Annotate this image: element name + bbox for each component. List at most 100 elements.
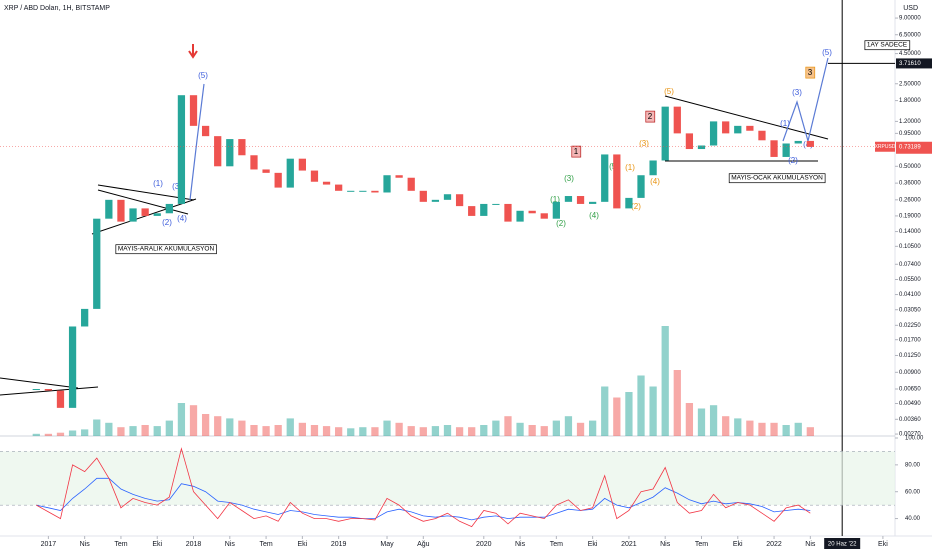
annotation: (4): [177, 214, 187, 223]
projection: [782, 57, 829, 144]
annotation: 2: [648, 112, 653, 121]
candle: [758, 130, 766, 141]
candle: [419, 190, 427, 202]
volume-bar: [673, 370, 681, 436]
trend-line: [91, 198, 197, 235]
candle: [528, 210, 536, 214]
volume-bar: [68, 430, 77, 436]
last-price-label: 0.73189: [899, 144, 921, 150]
candle: [93, 218, 101, 309]
y-tick-label: 0.00360: [899, 417, 921, 423]
candle: [613, 154, 621, 209]
y-tick-label: 0.00900: [899, 370, 921, 376]
volume-bar: [794, 422, 802, 436]
volume-bar: [298, 422, 306, 436]
candle: [637, 175, 645, 198]
y-tick-label: 0.02250: [899, 323, 921, 329]
trend-line: [0, 377, 79, 389]
volume-bar: [480, 425, 488, 436]
candle: [68, 326, 77, 408]
annotation-box: [864, 40, 911, 51]
candle: [407, 177, 415, 191]
volume-bar: [44, 433, 53, 436]
volume-bar: [722, 416, 730, 436]
volume-bar: [395, 422, 403, 436]
x-tick-label: Eki: [152, 541, 162, 548]
candle: [552, 201, 560, 219]
y-unit: USD: [903, 5, 918, 12]
candle: [153, 213, 161, 216]
volume-bar: [468, 427, 476, 436]
y-tick-label: 2.50000: [899, 81, 921, 87]
annotation-box: [728, 173, 826, 184]
candle: [722, 121, 730, 134]
candle: [298, 158, 306, 171]
x-tick-label: Tem: [114, 541, 127, 548]
volume-bar: [407, 426, 415, 436]
annotation-box: [571, 145, 582, 158]
annotation: 1: [574, 147, 579, 156]
trend-line: [0, 386, 99, 396]
annotation: (5): [664, 87, 674, 96]
candle: [492, 203, 500, 205]
rsi-line: [36, 447, 811, 528]
volume-bar: [238, 420, 246, 436]
candle: [770, 140, 778, 157]
y-tick-label: 0.14000: [899, 229, 921, 235]
y-tick-label: 0.01250: [899, 353, 921, 359]
candle: [443, 194, 452, 200]
volume-bar: [625, 392, 633, 436]
y-tick-label: 0.01700: [899, 337, 921, 343]
y-tick-label: 6.50000: [899, 32, 921, 38]
candle: [310, 170, 319, 182]
volume-bar: [165, 420, 173, 436]
annotation: MAYIS-OCAK AKUMULASYON: [731, 175, 823, 182]
trend-line: [97, 189, 189, 215]
candle: [589, 201, 597, 204]
x-tick-label: Tem: [695, 541, 708, 548]
volume-bar: [371, 427, 379, 436]
annotation: (1): [780, 119, 790, 128]
volume-bar: [516, 422, 524, 436]
symbol-label: XRPUSD: [875, 144, 896, 150]
volume-bar: [262, 426, 270, 436]
volume-bar: [589, 420, 597, 436]
volume-bar: [383, 420, 391, 436]
candle: [431, 199, 440, 202]
candle: [709, 121, 718, 146]
volume-bar: [153, 426, 161, 436]
volume-bar: [576, 422, 585, 436]
y-tick-label: 1.80000: [899, 98, 921, 104]
volume-bar: [419, 427, 427, 436]
y-tick-label: 0.95000: [899, 131, 921, 137]
volume-bar: [734, 418, 742, 436]
volume-bar: [637, 375, 645, 436]
volume-bar: [685, 403, 694, 436]
rsi-y-tick-label: 80.00: [905, 462, 921, 468]
x-tick-label: Tem: [259, 541, 272, 548]
volume-bar: [782, 425, 790, 436]
volume-bar: [649, 386, 657, 436]
rsi-y-tick-label: 60.00: [905, 489, 921, 495]
y-tick-label: 0.00490: [899, 401, 921, 407]
candle: [746, 125, 754, 131]
volume-bar: [661, 326, 669, 436]
x-tick-label: 2019: [331, 541, 347, 548]
candle: [359, 190, 367, 192]
volume-bar: [322, 426, 331, 436]
volume-bar: [117, 427, 125, 436]
x-tick-label: Tem: [550, 541, 563, 548]
volume-bar: [201, 414, 210, 436]
candle: [806, 140, 814, 147]
x-tick-label: 2021: [621, 541, 637, 548]
y-tick-label: 0.26000: [899, 197, 921, 203]
candle: [177, 95, 186, 204]
volume-bar: [443, 425, 452, 436]
volume-bar: [613, 397, 621, 436]
annotation: (5): [822, 48, 832, 57]
x-tick-label: Nis: [805, 541, 816, 548]
x-tick-label: Nis: [80, 541, 91, 548]
candle: [250, 155, 258, 170]
candle: [504, 203, 512, 222]
